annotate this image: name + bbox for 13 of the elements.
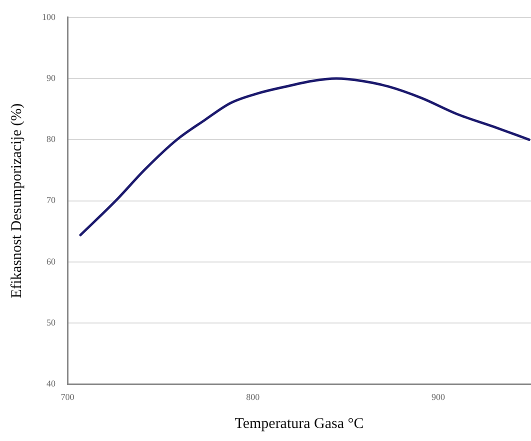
x-axis-title: Temperatura Gasa °C: [234, 416, 364, 432]
y-tick-label: 40: [46, 378, 56, 389]
y-tick-label: 50: [46, 317, 56, 328]
y-tick-label: 90: [46, 72, 56, 83]
x-tick-label: 800: [246, 392, 260, 402]
y-tick-label: 60: [46, 256, 56, 266]
x-tick-label: 700: [60, 392, 75, 402]
y-tick-label: 80: [46, 134, 56, 144]
y-tick-label: 70: [46, 195, 56, 206]
line-series: [79, 77, 530, 236]
y-tick-label: 100: [42, 12, 56, 22]
y-axis-title: Efikasnost Desumporizacije (%): [8, 103, 25, 298]
x-tick-label: 900: [432, 392, 446, 402]
